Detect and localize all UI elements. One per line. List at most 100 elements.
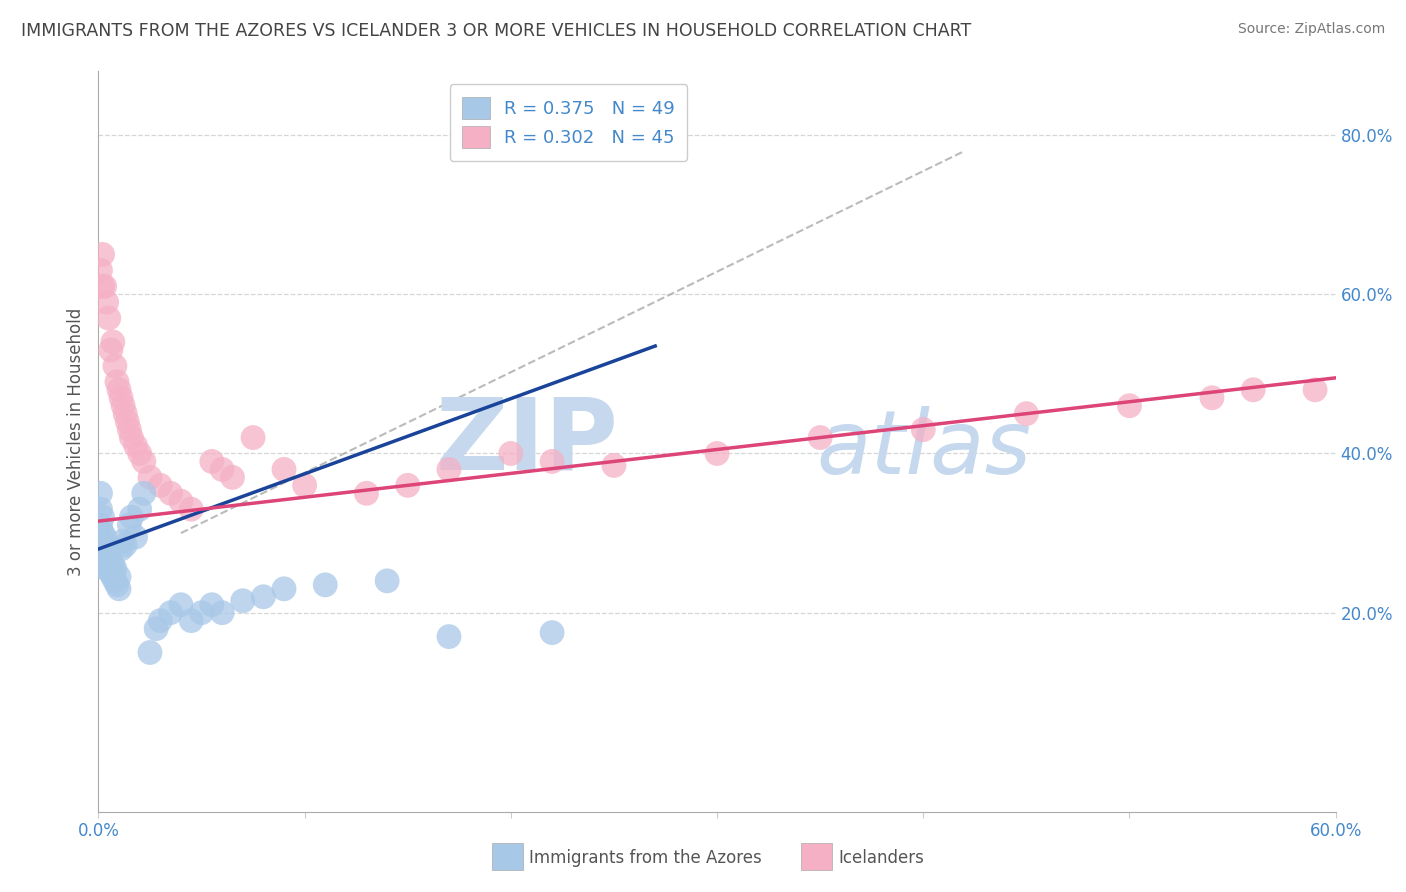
Point xyxy=(108,570,131,584)
Point xyxy=(1241,383,1264,397)
Point xyxy=(201,598,224,612)
Point xyxy=(104,562,127,576)
Point xyxy=(97,541,120,556)
Point xyxy=(108,582,131,596)
Point xyxy=(603,458,626,473)
Point xyxy=(100,343,122,357)
Point xyxy=(242,431,264,445)
Point xyxy=(149,478,172,492)
Point xyxy=(108,383,131,397)
Point xyxy=(124,438,146,452)
Point xyxy=(120,431,142,445)
Point xyxy=(145,622,167,636)
Point xyxy=(149,614,172,628)
Point xyxy=(89,534,111,549)
Point xyxy=(118,423,141,437)
Point xyxy=(314,578,336,592)
Text: Source: ZipAtlas.com: Source: ZipAtlas.com xyxy=(1237,22,1385,37)
Point xyxy=(139,470,162,484)
Point xyxy=(110,391,132,405)
Point xyxy=(170,598,193,612)
Point xyxy=(159,606,181,620)
Point xyxy=(101,570,124,584)
Point xyxy=(96,295,118,310)
Point xyxy=(96,562,118,576)
Point xyxy=(1201,391,1223,405)
Text: IMMIGRANTS FROM THE AZORES VS ICELANDER 3 OR MORE VEHICLES IN HOUSEHOLD CORRELAT: IMMIGRANTS FROM THE AZORES VS ICELANDER … xyxy=(21,22,972,40)
Point xyxy=(294,478,316,492)
Text: Icelanders: Icelanders xyxy=(838,849,924,867)
Legend: R = 0.375   N = 49, R = 0.302   N = 45: R = 0.375 N = 49, R = 0.302 N = 45 xyxy=(450,84,688,161)
Point xyxy=(132,454,155,468)
Point xyxy=(100,554,122,568)
Point xyxy=(96,549,118,564)
Point xyxy=(93,279,115,293)
Point xyxy=(105,578,128,592)
Point xyxy=(252,590,274,604)
Point xyxy=(132,486,155,500)
Point xyxy=(93,546,115,560)
Point xyxy=(91,554,114,568)
Point xyxy=(93,558,115,572)
Point xyxy=(104,574,127,588)
Text: atlas: atlas xyxy=(815,406,1031,492)
Point xyxy=(1118,399,1140,413)
Point xyxy=(91,510,114,524)
Point xyxy=(808,431,831,445)
Point xyxy=(541,625,564,640)
Point xyxy=(190,606,212,620)
Point xyxy=(101,334,124,349)
Point xyxy=(437,462,460,476)
Text: ZIP: ZIP xyxy=(436,393,619,490)
Point xyxy=(180,614,202,628)
Point xyxy=(128,502,150,516)
Point xyxy=(105,375,128,389)
Point xyxy=(211,462,233,476)
Point xyxy=(211,606,233,620)
Point xyxy=(499,446,522,460)
Point xyxy=(110,541,132,556)
Point xyxy=(1303,383,1326,397)
Point xyxy=(273,582,295,596)
Point xyxy=(89,486,111,500)
Point xyxy=(912,423,935,437)
Point xyxy=(89,518,111,533)
Point xyxy=(139,646,162,660)
Point xyxy=(118,518,141,533)
Point xyxy=(356,486,378,500)
Point xyxy=(89,549,111,564)
Point xyxy=(128,446,150,460)
Point xyxy=(124,530,146,544)
Point xyxy=(232,593,254,607)
Point xyxy=(104,359,127,373)
Point xyxy=(375,574,398,588)
Point xyxy=(91,279,114,293)
Point xyxy=(91,247,114,261)
Point xyxy=(706,446,728,460)
Point xyxy=(114,538,136,552)
Point xyxy=(100,566,122,580)
Point xyxy=(1015,407,1038,421)
Point xyxy=(396,478,419,492)
Point xyxy=(97,311,120,326)
Point xyxy=(93,530,115,544)
Point xyxy=(273,462,295,476)
Point xyxy=(117,415,139,429)
Point xyxy=(112,534,135,549)
Point xyxy=(437,630,460,644)
Point xyxy=(120,510,142,524)
Point xyxy=(114,407,136,421)
Point xyxy=(101,558,124,572)
Point xyxy=(221,470,243,484)
Point xyxy=(91,526,114,541)
Text: Immigrants from the Azores: Immigrants from the Azores xyxy=(529,849,762,867)
Point xyxy=(112,399,135,413)
Point xyxy=(89,502,111,516)
Point xyxy=(91,541,114,556)
Point xyxy=(201,454,224,468)
Point xyxy=(541,454,564,468)
Point xyxy=(159,486,181,500)
Point xyxy=(97,558,120,572)
Point xyxy=(180,502,202,516)
Point xyxy=(89,263,111,277)
